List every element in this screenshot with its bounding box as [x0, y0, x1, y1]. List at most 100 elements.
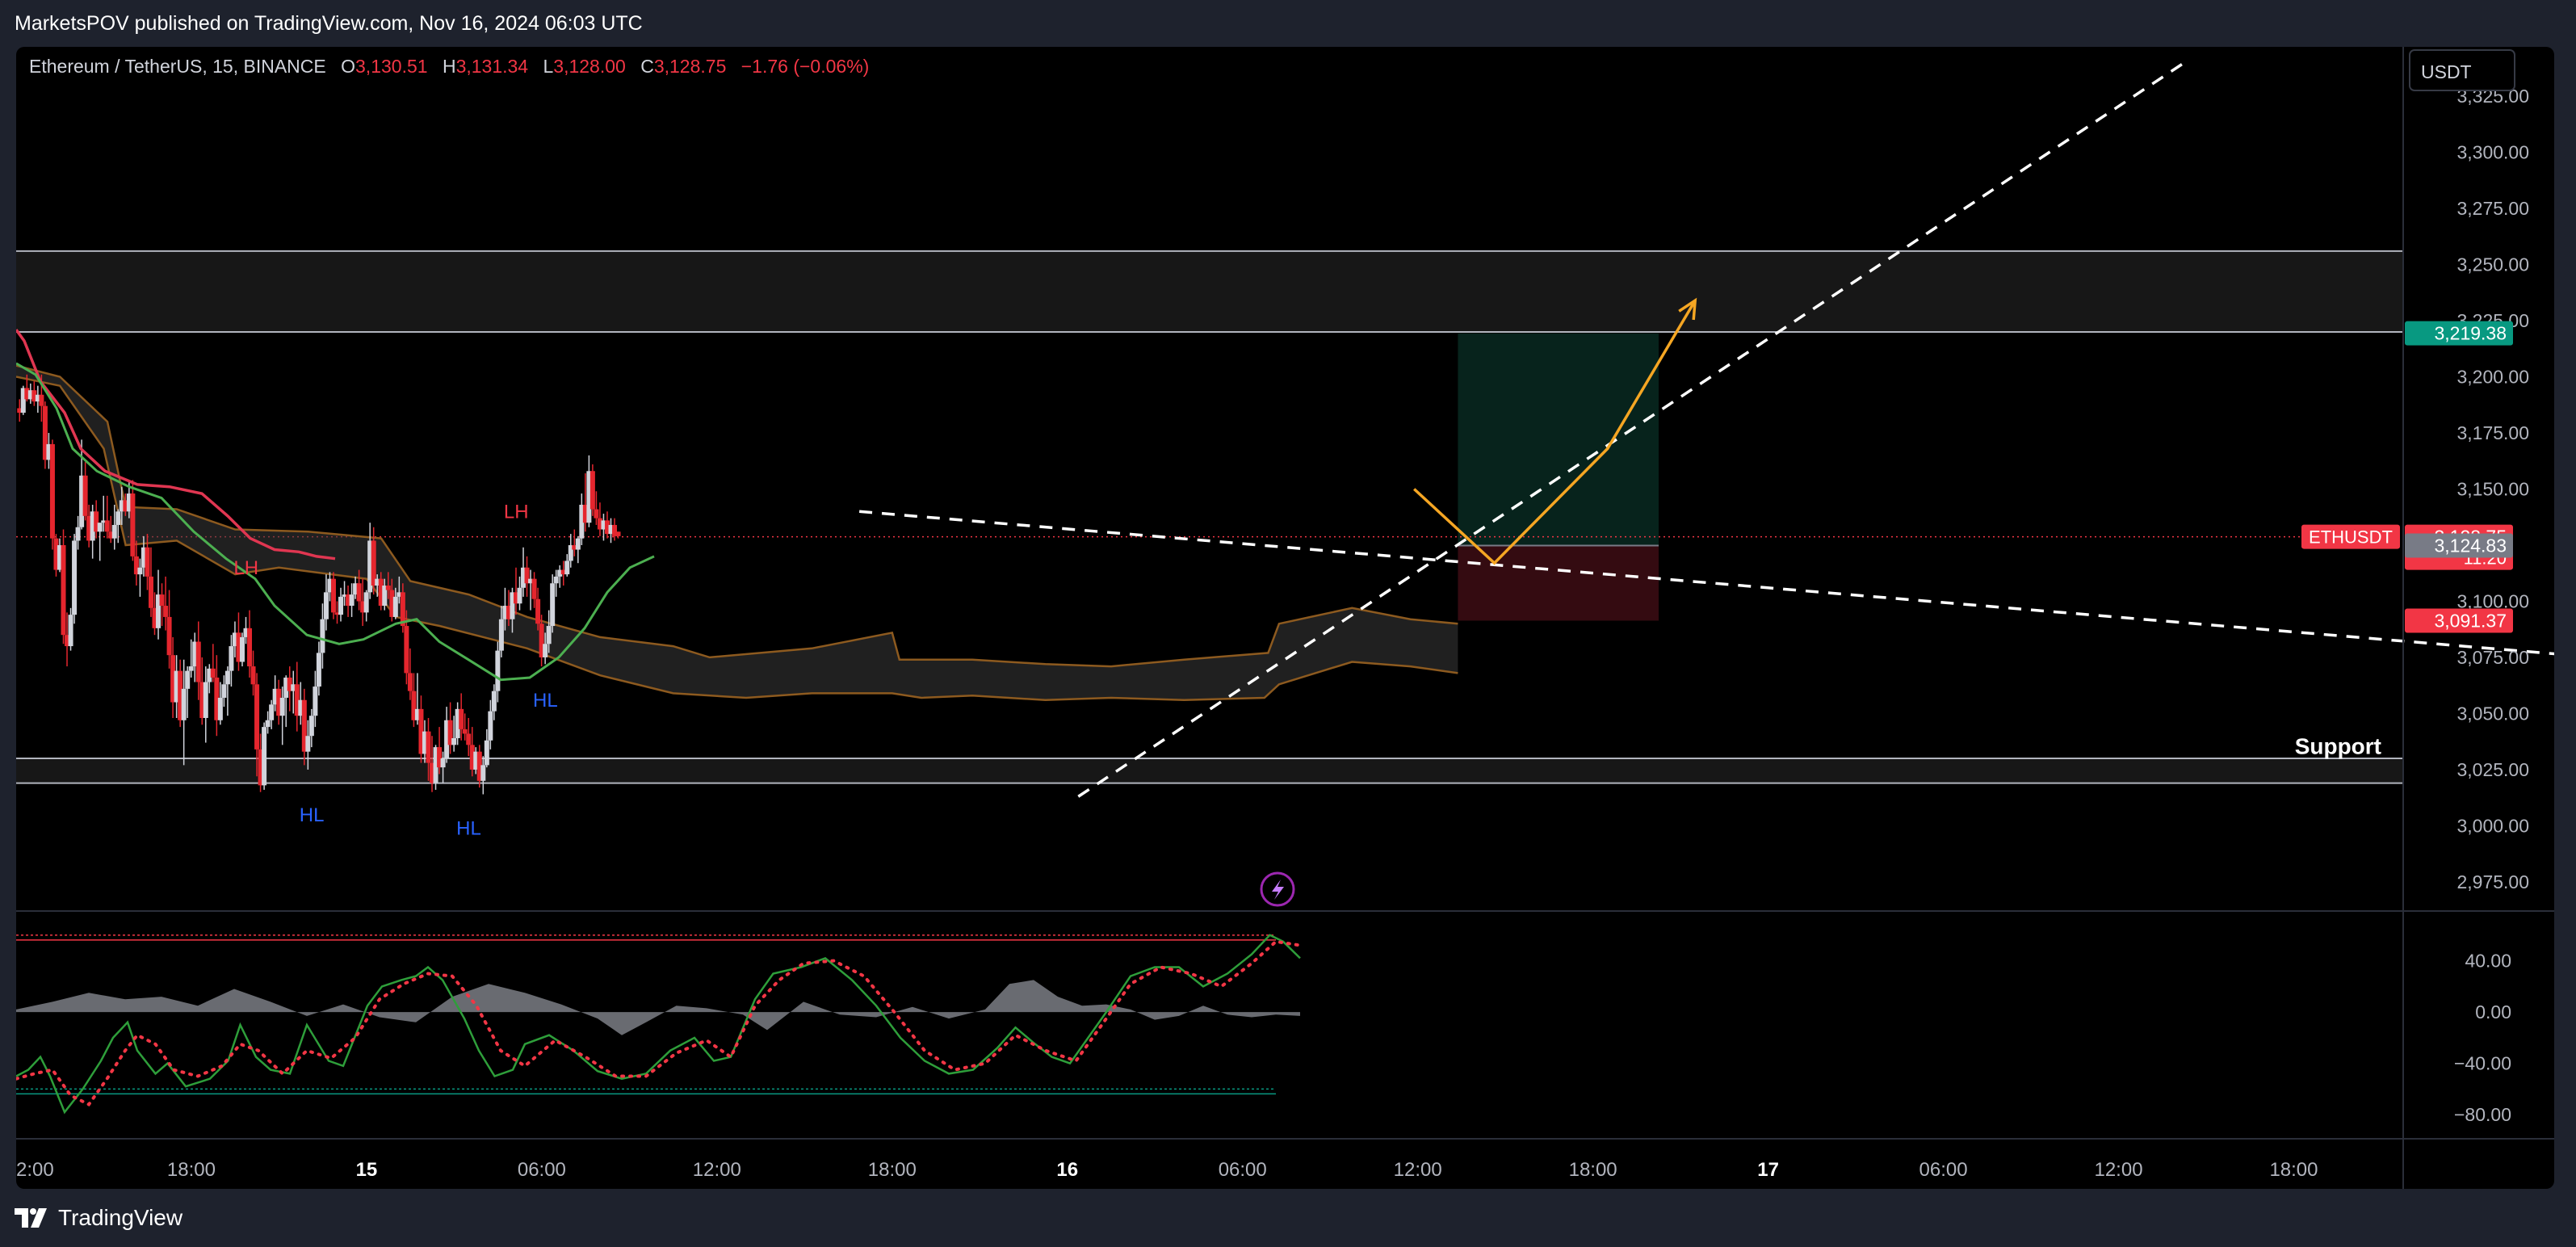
resistance-zone — [16, 250, 2403, 332]
candle-body — [316, 653, 321, 687]
candle — [123, 493, 128, 516]
symbol-name: Ethereum / TetherUS, 15, BINANCE — [29, 56, 326, 77]
osc-tick-label: −80.00 — [2454, 1104, 2511, 1125]
candle — [20, 385, 26, 415]
price-tag-value: 3,091.37 — [2434, 610, 2507, 631]
candle-body — [506, 606, 511, 619]
candle-body — [484, 740, 489, 766]
candle-body — [473, 751, 479, 770]
support-label: Support — [2295, 733, 2381, 758]
candle-body — [279, 697, 285, 716]
candle — [502, 587, 508, 631]
candle — [247, 610, 253, 678]
candle — [104, 495, 110, 539]
price-tick-label: 3,050.00 — [2456, 703, 2529, 724]
price-tag-bg — [2405, 321, 2513, 346]
candle-body — [356, 583, 362, 602]
candle — [101, 495, 107, 532]
candle — [276, 679, 282, 725]
candle — [491, 684, 497, 720]
candle — [159, 583, 165, 627]
candle — [356, 569, 362, 611]
tradingview-logo[interactable]: TradingView — [15, 1205, 183, 1231]
time-tick-label: 06:00 — [1219, 1159, 1267, 1181]
candle-body — [353, 583, 359, 595]
price-tag: 3,091.37 — [2405, 608, 2513, 633]
candle-body — [375, 578, 380, 586]
candle-body — [579, 504, 585, 539]
candle — [462, 713, 468, 741]
candle — [178, 659, 183, 728]
candle — [82, 462, 88, 521]
candle-body — [86, 515, 92, 541]
candle — [346, 586, 351, 617]
candle — [440, 751, 446, 783]
currency-button[interactable]: USDT — [2409, 49, 2515, 91]
candle — [254, 673, 260, 777]
candle-body — [35, 394, 40, 402]
candle — [363, 590, 369, 622]
candle-body — [411, 691, 417, 720]
cloud-layer — [16, 364, 1458, 702]
price-tick-label: 3,175.00 — [2456, 422, 2529, 443]
candle-body — [528, 578, 534, 584]
candle-body — [181, 688, 187, 720]
candle-body — [400, 592, 405, 627]
time-tick-label: 16 — [1056, 1159, 1078, 1181]
candle-body — [513, 592, 518, 604]
open-value: 3,130.51 — [355, 56, 428, 77]
candle — [137, 558, 143, 597]
candle-body — [82, 475, 88, 516]
time-tick-label: 06:00 — [1919, 1159, 1968, 1181]
candle — [111, 504, 117, 550]
candle-body — [152, 607, 157, 628]
zones-layer — [16, 250, 2403, 784]
candle — [258, 733, 263, 792]
candle — [414, 673, 420, 725]
candle-body — [550, 583, 556, 627]
candle-body — [298, 699, 304, 716]
candle — [338, 587, 344, 622]
candle — [382, 578, 388, 611]
candle-body — [404, 626, 409, 674]
candle-body — [582, 504, 588, 523]
candle — [513, 567, 518, 615]
time-tick-label: 12:00 — [693, 1159, 741, 1181]
candle-body — [111, 524, 117, 539]
candle-body — [426, 731, 431, 763]
descending-trendline — [858, 510, 2554, 656]
candle-body — [94, 511, 99, 532]
chart-panel[interactable]: Support LH LH HL HL HL 40.00 0.00 −40.00 −80.00 … — [16, 47, 2554, 1189]
candle-body — [342, 594, 347, 597]
candle — [192, 632, 198, 682]
price-tag-value: 3,124.83 — [2434, 535, 2507, 556]
candle — [400, 583, 405, 633]
candle — [615, 531, 621, 539]
candle — [298, 682, 304, 725]
candle — [604, 511, 610, 539]
lightning-icon[interactable] — [1260, 871, 1295, 907]
candle — [553, 569, 559, 597]
candle-body — [57, 544, 62, 570]
currency-label: USDT — [2421, 61, 2472, 82]
candle — [422, 720, 427, 763]
candle — [133, 540, 139, 586]
symbol-legend[interactable]: Ethereum / TetherUS, 15, BINANCE O3,130.… — [29, 56, 869, 77]
candle — [31, 381, 37, 406]
candle — [152, 592, 157, 636]
candle-body — [469, 745, 475, 770]
ascending-trendline — [1077, 59, 2189, 798]
candle-body — [262, 727, 267, 786]
candle — [210, 644, 216, 682]
candle-body — [39, 394, 44, 406]
candle — [262, 722, 267, 790]
candle — [466, 717, 472, 757]
candle — [433, 745, 438, 790]
close-value: 3,128.75 — [654, 56, 727, 77]
candle-body — [27, 390, 33, 400]
candle — [480, 756, 486, 795]
candle — [601, 514, 606, 541]
candle — [539, 615, 544, 667]
candle — [239, 632, 245, 667]
